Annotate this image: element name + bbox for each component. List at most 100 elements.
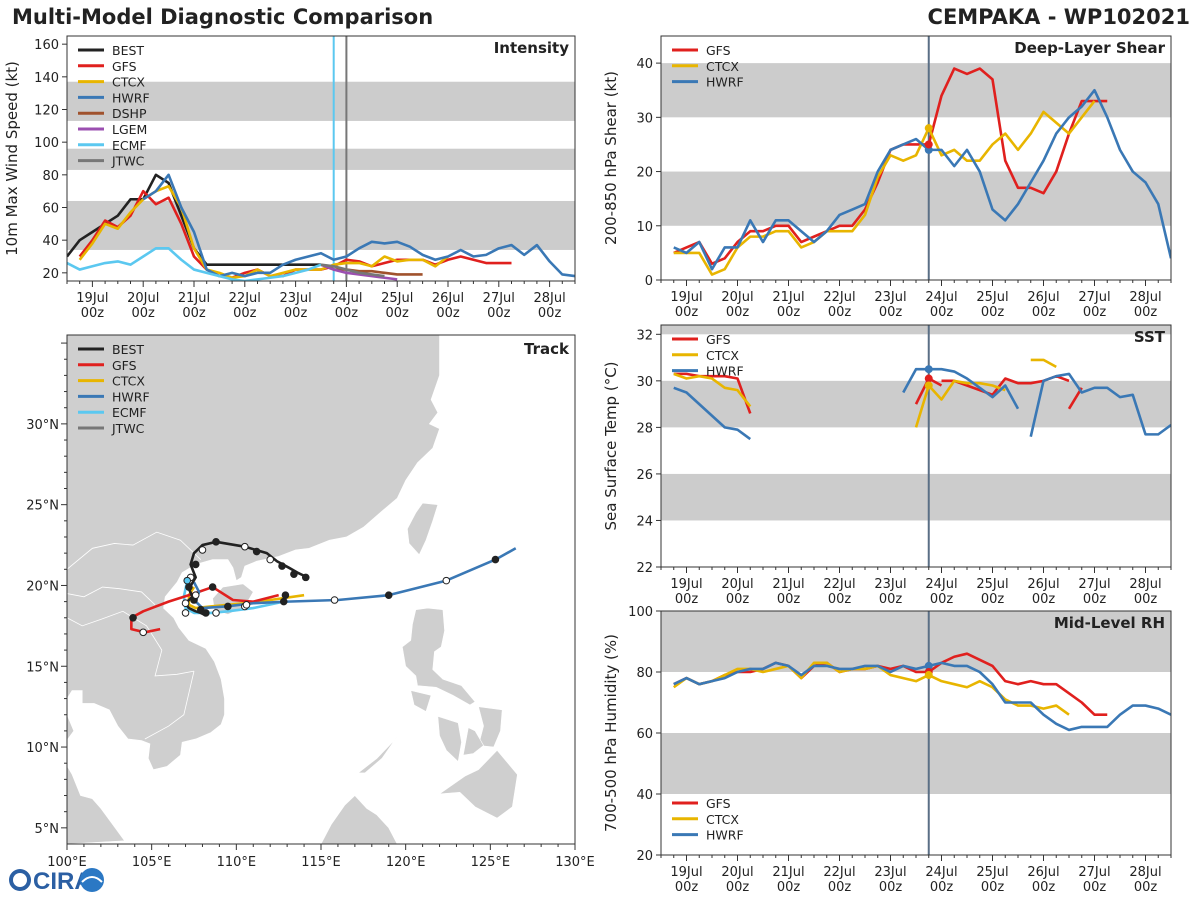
track-position-marker	[212, 538, 220, 546]
y-tick-label: 100	[628, 605, 653, 620]
x-tick-label-hour: 00z	[726, 592, 750, 607]
x-tick-label-day: 21Jul	[178, 291, 210, 306]
x-tick-label-hour: 00z	[675, 880, 699, 895]
init-marker-ctcx	[924, 671, 933, 680]
legend-label-hwrf: HWRF	[112, 90, 150, 105]
x-tick-label-day: 20Jul	[721, 290, 753, 305]
x-tick-label-hour: 00z	[1083, 880, 1107, 895]
x-tick-label-hour: 00z	[828, 880, 852, 895]
x-tick-label-hour: 00z	[726, 305, 750, 320]
borneo-island	[320, 795, 398, 844]
y-tick-label: 32	[636, 328, 653, 343]
x-tick-label-hour: 00z	[1032, 880, 1056, 895]
y-tick-label: 160	[34, 38, 59, 53]
legend-label-gfs: GFS	[706, 796, 731, 811]
panel-title: Track	[524, 340, 570, 358]
track-position-marker	[266, 555, 275, 564]
x-tick-label-day: 26Jul	[1027, 290, 1059, 305]
series-line-lgem	[320, 263, 398, 281]
x-tick-label-day: 24Jul	[925, 290, 957, 305]
panel-title: SST	[1134, 328, 1166, 346]
x-tick-label-day: 23Jul	[279, 291, 311, 306]
y-tick-label: 20°N	[26, 579, 59, 594]
x-tick-label-hour: 00z	[981, 880, 1005, 895]
legend-label-best: BEST	[112, 342, 144, 357]
legend-label-hwrf: HWRF	[706, 364, 744, 379]
y-tick-label: 25°N	[26, 499, 59, 514]
x-tick-label-hour: 00z	[675, 592, 699, 607]
figure-title: Multi-Model Diagnostic Comparison	[12, 5, 433, 29]
x-tick-label-day: 27Jul	[1078, 865, 1110, 880]
mindanao-island	[438, 749, 518, 819]
x-tick-label-hour: 00z	[879, 880, 903, 895]
y-tick-label: 60	[636, 727, 653, 742]
x-tick-label-hour: 00z	[930, 305, 954, 320]
legend-label-gfs: GFS	[112, 59, 137, 74]
x-tick-label-hour: 00z	[981, 592, 1005, 607]
legend-label-ctcx: CTCX	[112, 75, 145, 90]
x-tick-label-day: 25Jul	[976, 577, 1008, 592]
taiwan-island	[407, 502, 439, 556]
x-tick-label: 105°E	[132, 855, 172, 870]
track-position-marker	[181, 599, 190, 608]
legend-label-gfs: GFS	[706, 43, 731, 58]
sst-panel: 19Jul00z20Jul00z21Jul00z22Jul00z23Jul00z…	[602, 324, 1172, 607]
shaded-band	[67, 200, 575, 250]
series-line-ctcx	[673, 100, 1096, 276]
track-line-gfs	[130, 585, 279, 634]
x-tick-label-hour: 00z	[981, 305, 1005, 320]
track-position-marker	[198, 546, 207, 554]
intensity-panel: 19Jul00z20Jul00z21Jul00z22Jul00z23Jul00z…	[3, 35, 576, 321]
shaded-band	[661, 611, 1171, 672]
x-tick-label-day: 27Jul	[1078, 290, 1110, 305]
legend-label-dshp: DSHP	[112, 106, 147, 121]
x-tick-label-hour: 00z	[335, 306, 359, 321]
x-tick-label-hour: 00z	[879, 305, 903, 320]
x-tick-label-day: 28Jul	[1129, 577, 1161, 592]
y-tick-label: 140	[34, 71, 59, 86]
legend-label-ctcx: CTCX	[706, 59, 739, 74]
x-tick-label: 115°E	[301, 855, 341, 870]
track-position-marker	[384, 591, 393, 599]
x-tick-label-day: 28Jul	[533, 291, 565, 306]
x-tick-label-hour: 00z	[1083, 592, 1107, 607]
panel-title: Intensity	[494, 39, 570, 57]
samar-leyte	[478, 706, 503, 748]
y-tick-label: 30	[636, 111, 653, 126]
x-tick-label: 100°E	[47, 855, 87, 870]
track-position-marker	[191, 560, 200, 569]
x-tick-label: 125°E	[471, 855, 511, 870]
legend-label-ecmf: ECMF	[112, 138, 147, 153]
y-axis-label: 700-500 hPa Humidity (%)	[602, 634, 620, 832]
legend-label-jtwc: JTWC	[111, 154, 145, 169]
x-tick-label-day: 20Jul	[721, 865, 753, 880]
y-tick-label: 0	[645, 274, 653, 289]
legend-label-ecmf: ECMF	[112, 405, 147, 420]
track-series-group	[129, 538, 517, 637]
legend-label-hwrf: HWRF	[112, 389, 150, 404]
y-axis-label: Sea Surface Temp (°C)	[602, 361, 620, 530]
x-tick-label-hour: 00z	[777, 305, 801, 320]
x-tick-label-hour: 00z	[777, 592, 801, 607]
y-tick-label: 20	[636, 166, 653, 181]
track-position-marker	[208, 583, 217, 591]
border-line	[67, 586, 156, 606]
init-marker-ctcx	[924, 124, 933, 133]
x-tick-label-day: 24Jul	[925, 865, 957, 880]
x-tick-label-day: 20Jul	[721, 577, 753, 592]
y-tick-label: 22	[636, 561, 653, 576]
border-line	[67, 610, 195, 677]
legend-label-hwrf: HWRF	[706, 75, 744, 90]
init-marker-gfs	[924, 140, 933, 149]
series-line-jtwc	[320, 263, 385, 278]
track-position-marker	[224, 602, 232, 611]
x-tick-label-day: 25Jul	[976, 865, 1008, 880]
x-tick-label-hour: 00z	[1134, 880, 1158, 895]
x-tick-label-hour: 00z	[538, 306, 562, 321]
init-marker-hwrf	[924, 365, 933, 374]
x-tick-label-hour: 00z	[81, 306, 105, 321]
y-tick-label: 24	[636, 514, 653, 529]
x-tick-label-hour: 00z	[386, 306, 410, 321]
init-marker-gfs	[924, 374, 933, 383]
y-tick-label: 15°N	[26, 660, 59, 675]
